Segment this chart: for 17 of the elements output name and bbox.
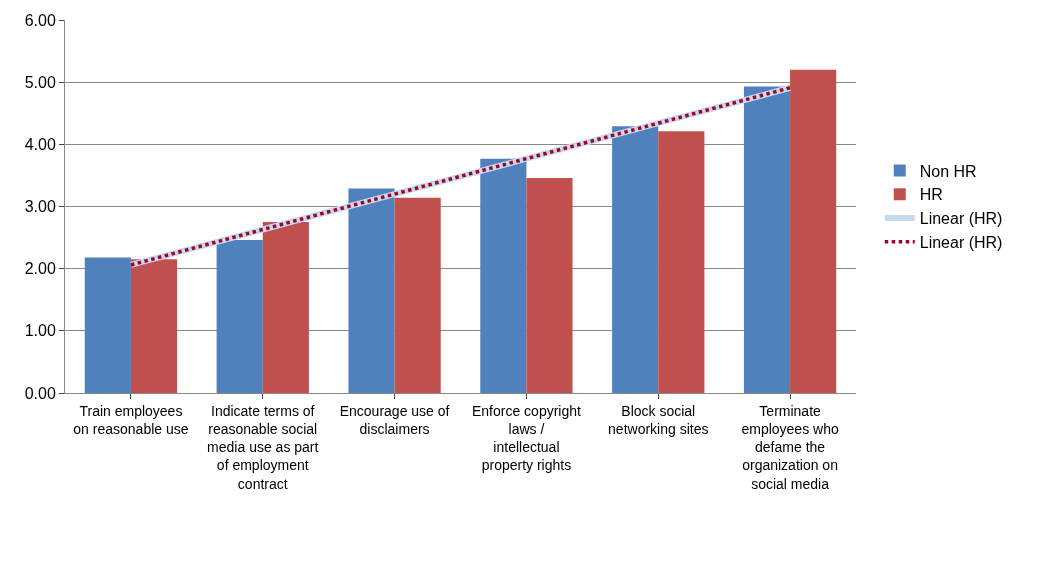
x-tick-label: Encourage use of disclaimers — [339, 402, 450, 437]
legend-label: HR — [919, 186, 943, 204]
y-tick-label: 2.00 — [24, 260, 56, 278]
x-tick-label: Enforce copyright laws / intellectual property rights — [471, 402, 581, 474]
y-tick-label: 6.00 — [24, 11, 56, 29]
y-tick-label: 5.00 — [24, 73, 56, 91]
y-tick-label: 1.00 — [24, 322, 56, 340]
y-tick-label: 3.00 — [24, 198, 56, 216]
y-tick-label: 4.00 — [24, 135, 56, 153]
x-tick-label: Indicate terms of reasonable social media use as part of employment contract — [207, 402, 319, 492]
legend-label: Non HR — [919, 162, 977, 180]
x-tick-label: Train employees on reasonable use — [73, 402, 189, 437]
y-tick-label: 0.00 — [24, 384, 56, 402]
legend-label: Linear (HR) — [919, 234, 1003, 252]
legend-label: Linear (HR) — [919, 210, 1003, 228]
x-tick-label: Terminate employees who defame the organization on social media — [741, 402, 839, 492]
x-tick-label: Block social networking sites — [608, 402, 709, 437]
